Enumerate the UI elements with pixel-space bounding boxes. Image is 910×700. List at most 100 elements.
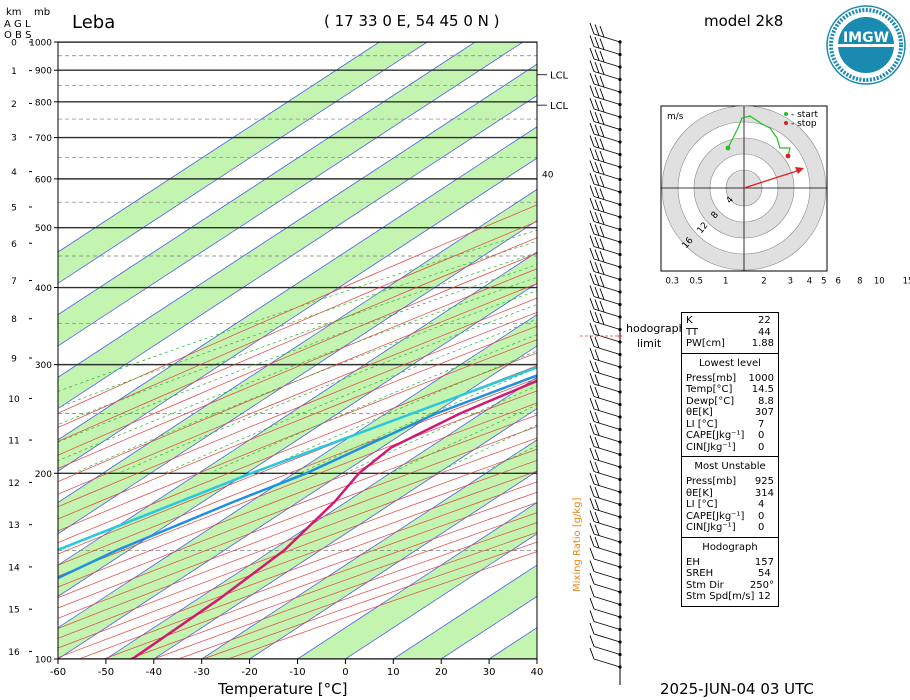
lowest-level-title: Lowest level — [699, 357, 761, 369]
isotherm — [105, 376, 537, 659]
wind-level-dot — [618, 365, 622, 369]
wind-barb — [589, 535, 621, 555]
wind-barb — [589, 122, 621, 143]
wind-barb — [589, 85, 621, 105]
mixing-ratio-label: 4 — [807, 277, 812, 287]
profile-lines — [58, 365, 537, 659]
index-value: 14.5 — [751, 384, 774, 395]
wind-level-dot — [618, 377, 622, 382]
wind-level-dot — [618, 565, 622, 569]
wind-barb — [589, 72, 621, 93]
indices-section: K 22 TT 44 PW[cm] 1.88 — [682, 313, 778, 354]
legend-stop: - stop — [791, 119, 817, 129]
dry-adiabat — [58, 268, 537, 469]
index-value: 250° — [749, 579, 774, 591]
legend-stop-dot — [784, 121, 788, 125]
km-tick-label: 2 — [11, 100, 17, 110]
index-row: TT 44 — [686, 327, 774, 339]
wind-level-dot — [618, 452, 622, 457]
most-unstable-title: Most Unstable — [694, 461, 766, 472]
wind-barb — [589, 460, 621, 480]
wind-level-dot — [618, 402, 622, 407]
index-value: 8.8 — [758, 395, 774, 407]
wind-barb — [589, 335, 621, 355]
dry-adiabat — [58, 352, 537, 543]
p-tick-label: 200 — [35, 470, 52, 480]
index-value: 12 — [758, 591, 771, 602]
index-name: Press[mb] — [686, 372, 737, 384]
wind-barb — [589, 35, 621, 55]
wind-barb — [589, 435, 621, 455]
isotherm — [58, 42, 476, 316]
index-name: CIN[Jkg⁻¹] — [686, 522, 736, 533]
index-value: 0 — [758, 441, 765, 453]
mixing-ratio-axis-title: Mixing Ratio [g/kg] — [572, 497, 583, 592]
isotherm — [58, 126, 537, 441]
axes: -60 -50 -40 -30 -20 -10 0 10 20 30 401002003004005… — [8, 39, 568, 679]
wind-barb — [589, 310, 621, 330]
wind-level-dot — [618, 602, 622, 607]
wind-barb — [589, 260, 621, 280]
wind-level-dot — [618, 490, 622, 494]
profile-temperature — [131, 379, 537, 659]
wind-level-dot — [618, 465, 622, 469]
wind-barb — [589, 110, 621, 130]
isotherm — [58, 345, 537, 659]
index-value: 22 — [758, 315, 771, 326]
storm-motion-vector — [743, 169, 801, 189]
index-row: CAPE[Jkg⁻¹] 0 — [686, 430, 774, 442]
moist-adiabat — [58, 252, 537, 425]
index-row: K 22 — [686, 315, 774, 327]
wind-level-dot — [618, 515, 622, 519]
index-value: 54 — [758, 568, 771, 579]
hodograph-title: Hodograph — [702, 541, 758, 553]
index-name: θE[K] — [686, 407, 713, 418]
index-name: Stm Spd[m/s] — [686, 591, 755, 602]
x-tick-label: -20 — [241, 667, 257, 678]
index-row: Stm Dir 250° — [686, 580, 774, 592]
mixing-ratio-labels: 0.30.51234568101520253035 — [666, 277, 910, 287]
wind-level-dot — [618, 90, 622, 94]
wind-level-dot — [618, 65, 622, 69]
wind-barb — [589, 360, 621, 380]
index-row: Stm Spd[m/s] 12 — [686, 591, 774, 603]
wind-level-dot — [618, 127, 622, 132]
hodograph-units: m/s — [667, 112, 684, 122]
index-value: 44 — [758, 326, 771, 338]
km-tick-label: 12 — [8, 479, 19, 489]
dry-adiabat — [58, 253, 537, 456]
index-value: 157 — [754, 556, 774, 568]
temp-band — [58, 64, 537, 409]
mixing-ratio-label: 1 — [723, 277, 728, 287]
dry-adiabat — [58, 311, 537, 508]
isotherm — [58, 42, 380, 253]
km-tick-label: 10 — [8, 395, 20, 405]
wind-level-dot — [618, 527, 622, 532]
index-name: TT — [686, 326, 699, 338]
moist-adiabat — [163, 318, 537, 474]
wind-barb — [589, 172, 621, 193]
wind-level-dot — [618, 327, 622, 332]
dry-adiabat — [58, 325, 537, 520]
wind-level-dot — [618, 552, 622, 557]
isotherm — [58, 282, 537, 597]
index-name: PW[cm] — [686, 338, 725, 349]
wind-level-dot — [618, 302, 622, 307]
wind-barb — [589, 410, 621, 430]
wind-level-dot — [618, 502, 622, 507]
wind-level-dot — [618, 640, 622, 644]
wind-level-dot — [618, 427, 622, 432]
mixing-ratio-label: 2 — [761, 277, 766, 287]
wind-barb — [589, 610, 621, 630]
wind-barb — [589, 60, 621, 80]
moist-adiabat — [58, 229, 537, 392]
lcl-label: LCL — [550, 71, 569, 82]
moist-adiabat — [58, 276, 537, 462]
index-name: CAPE[Jkg⁻¹] — [686, 510, 745, 522]
isotherm — [58, 94, 537, 410]
index-row: PW[cm] 1.88 — [686, 338, 774, 350]
index-row: Temp[°C] 14.5 — [686, 384, 774, 396]
station-name: Leba — [72, 12, 115, 33]
wind-barb — [589, 547, 621, 568]
wind-barb — [589, 385, 621, 405]
